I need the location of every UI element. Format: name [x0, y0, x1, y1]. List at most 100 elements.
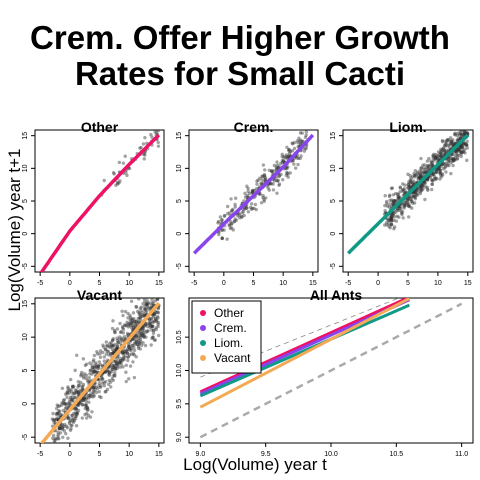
data-point	[140, 343, 144, 347]
data-point	[241, 209, 246, 214]
data-point	[70, 413, 74, 418]
data-point	[122, 335, 127, 339]
data-point	[138, 146, 142, 150]
data-point	[111, 171, 116, 175]
data-point	[453, 133, 457, 137]
data-point	[388, 198, 392, 203]
data-point	[252, 206, 256, 211]
data-point	[413, 195, 417, 199]
data-point	[118, 356, 122, 361]
data-point	[91, 392, 95, 396]
data-point	[105, 369, 109, 373]
data-point	[66, 415, 71, 420]
data-point	[412, 173, 417, 178]
data-point	[148, 325, 152, 330]
data-point	[246, 189, 250, 194]
data-point	[419, 184, 423, 188]
data-point	[156, 293, 159, 296]
y-tick-label: 0	[22, 232, 29, 236]
data-point	[383, 203, 387, 208]
data-point	[85, 405, 89, 410]
data-point	[453, 158, 457, 162]
data-point	[458, 144, 463, 149]
data-point	[144, 289, 147, 292]
data-point	[290, 141, 294, 145]
data-point	[104, 347, 108, 351]
data-point	[100, 381, 105, 385]
data-point	[427, 156, 431, 161]
data-point	[389, 217, 393, 221]
data-point	[245, 184, 249, 188]
data-point	[453, 156, 457, 160]
data-point	[132, 325, 136, 329]
data-point	[460, 134, 464, 138]
data-point	[216, 219, 221, 224]
data-point	[153, 130, 157, 134]
data-point	[219, 228, 224, 232]
data-point	[397, 196, 401, 200]
data-point	[113, 366, 118, 370]
data-point	[272, 169, 277, 173]
data-point	[150, 289, 153, 292]
data-point	[135, 342, 140, 347]
data-point	[391, 199, 395, 204]
data-point	[451, 163, 455, 168]
data-point	[63, 392, 68, 396]
data-point	[448, 142, 453, 146]
data-point	[456, 148, 460, 152]
data-point	[123, 351, 128, 355]
data-point	[398, 190, 402, 194]
data-point	[58, 426, 62, 431]
data-point	[144, 335, 148, 339]
data-point	[102, 384, 107, 388]
data-point	[93, 364, 97, 368]
data-point	[145, 298, 149, 303]
data-point	[88, 361, 92, 365]
data-point	[262, 199, 267, 203]
data-point	[426, 166, 430, 171]
data-point	[418, 190, 423, 194]
data-point	[430, 160, 435, 165]
data-point	[146, 301, 150, 305]
data-point	[271, 182, 275, 186]
data-point	[134, 319, 139, 324]
data-point	[150, 336, 154, 341]
data-point	[155, 298, 160, 301]
data-point	[117, 337, 121, 342]
chart-title-line-2: Rates for Small Cacti	[74, 55, 406, 92]
data-point	[82, 372, 87, 376]
data-point	[137, 320, 141, 324]
data-point	[455, 138, 459, 142]
data-point	[81, 384, 85, 388]
data-point	[141, 331, 146, 335]
data-point	[90, 410, 94, 414]
data-point	[426, 164, 430, 168]
data-point	[139, 331, 144, 336]
data-point	[153, 312, 157, 317]
data-point	[451, 143, 455, 147]
data-point	[123, 355, 127, 359]
data-point	[127, 353, 132, 357]
data-point	[218, 215, 223, 219]
data-point	[228, 226, 232, 231]
data-point	[113, 342, 117, 347]
data-point	[62, 398, 66, 402]
data-point	[304, 130, 309, 134]
data-point	[460, 146, 465, 150]
data-point	[402, 204, 407, 209]
data-point	[397, 207, 401, 211]
data-point	[104, 389, 108, 394]
data-point	[115, 362, 119, 366]
data-point	[132, 341, 137, 345]
data-point	[126, 325, 131, 329]
data-point	[122, 349, 127, 353]
data-point	[126, 333, 130, 337]
data-point	[390, 198, 394, 202]
data-point	[111, 350, 116, 355]
data-point	[282, 155, 286, 160]
data-point	[232, 220, 236, 224]
data-point	[458, 136, 463, 140]
data-point	[57, 414, 62, 419]
data-point	[237, 213, 242, 217]
data-point	[76, 385, 80, 389]
